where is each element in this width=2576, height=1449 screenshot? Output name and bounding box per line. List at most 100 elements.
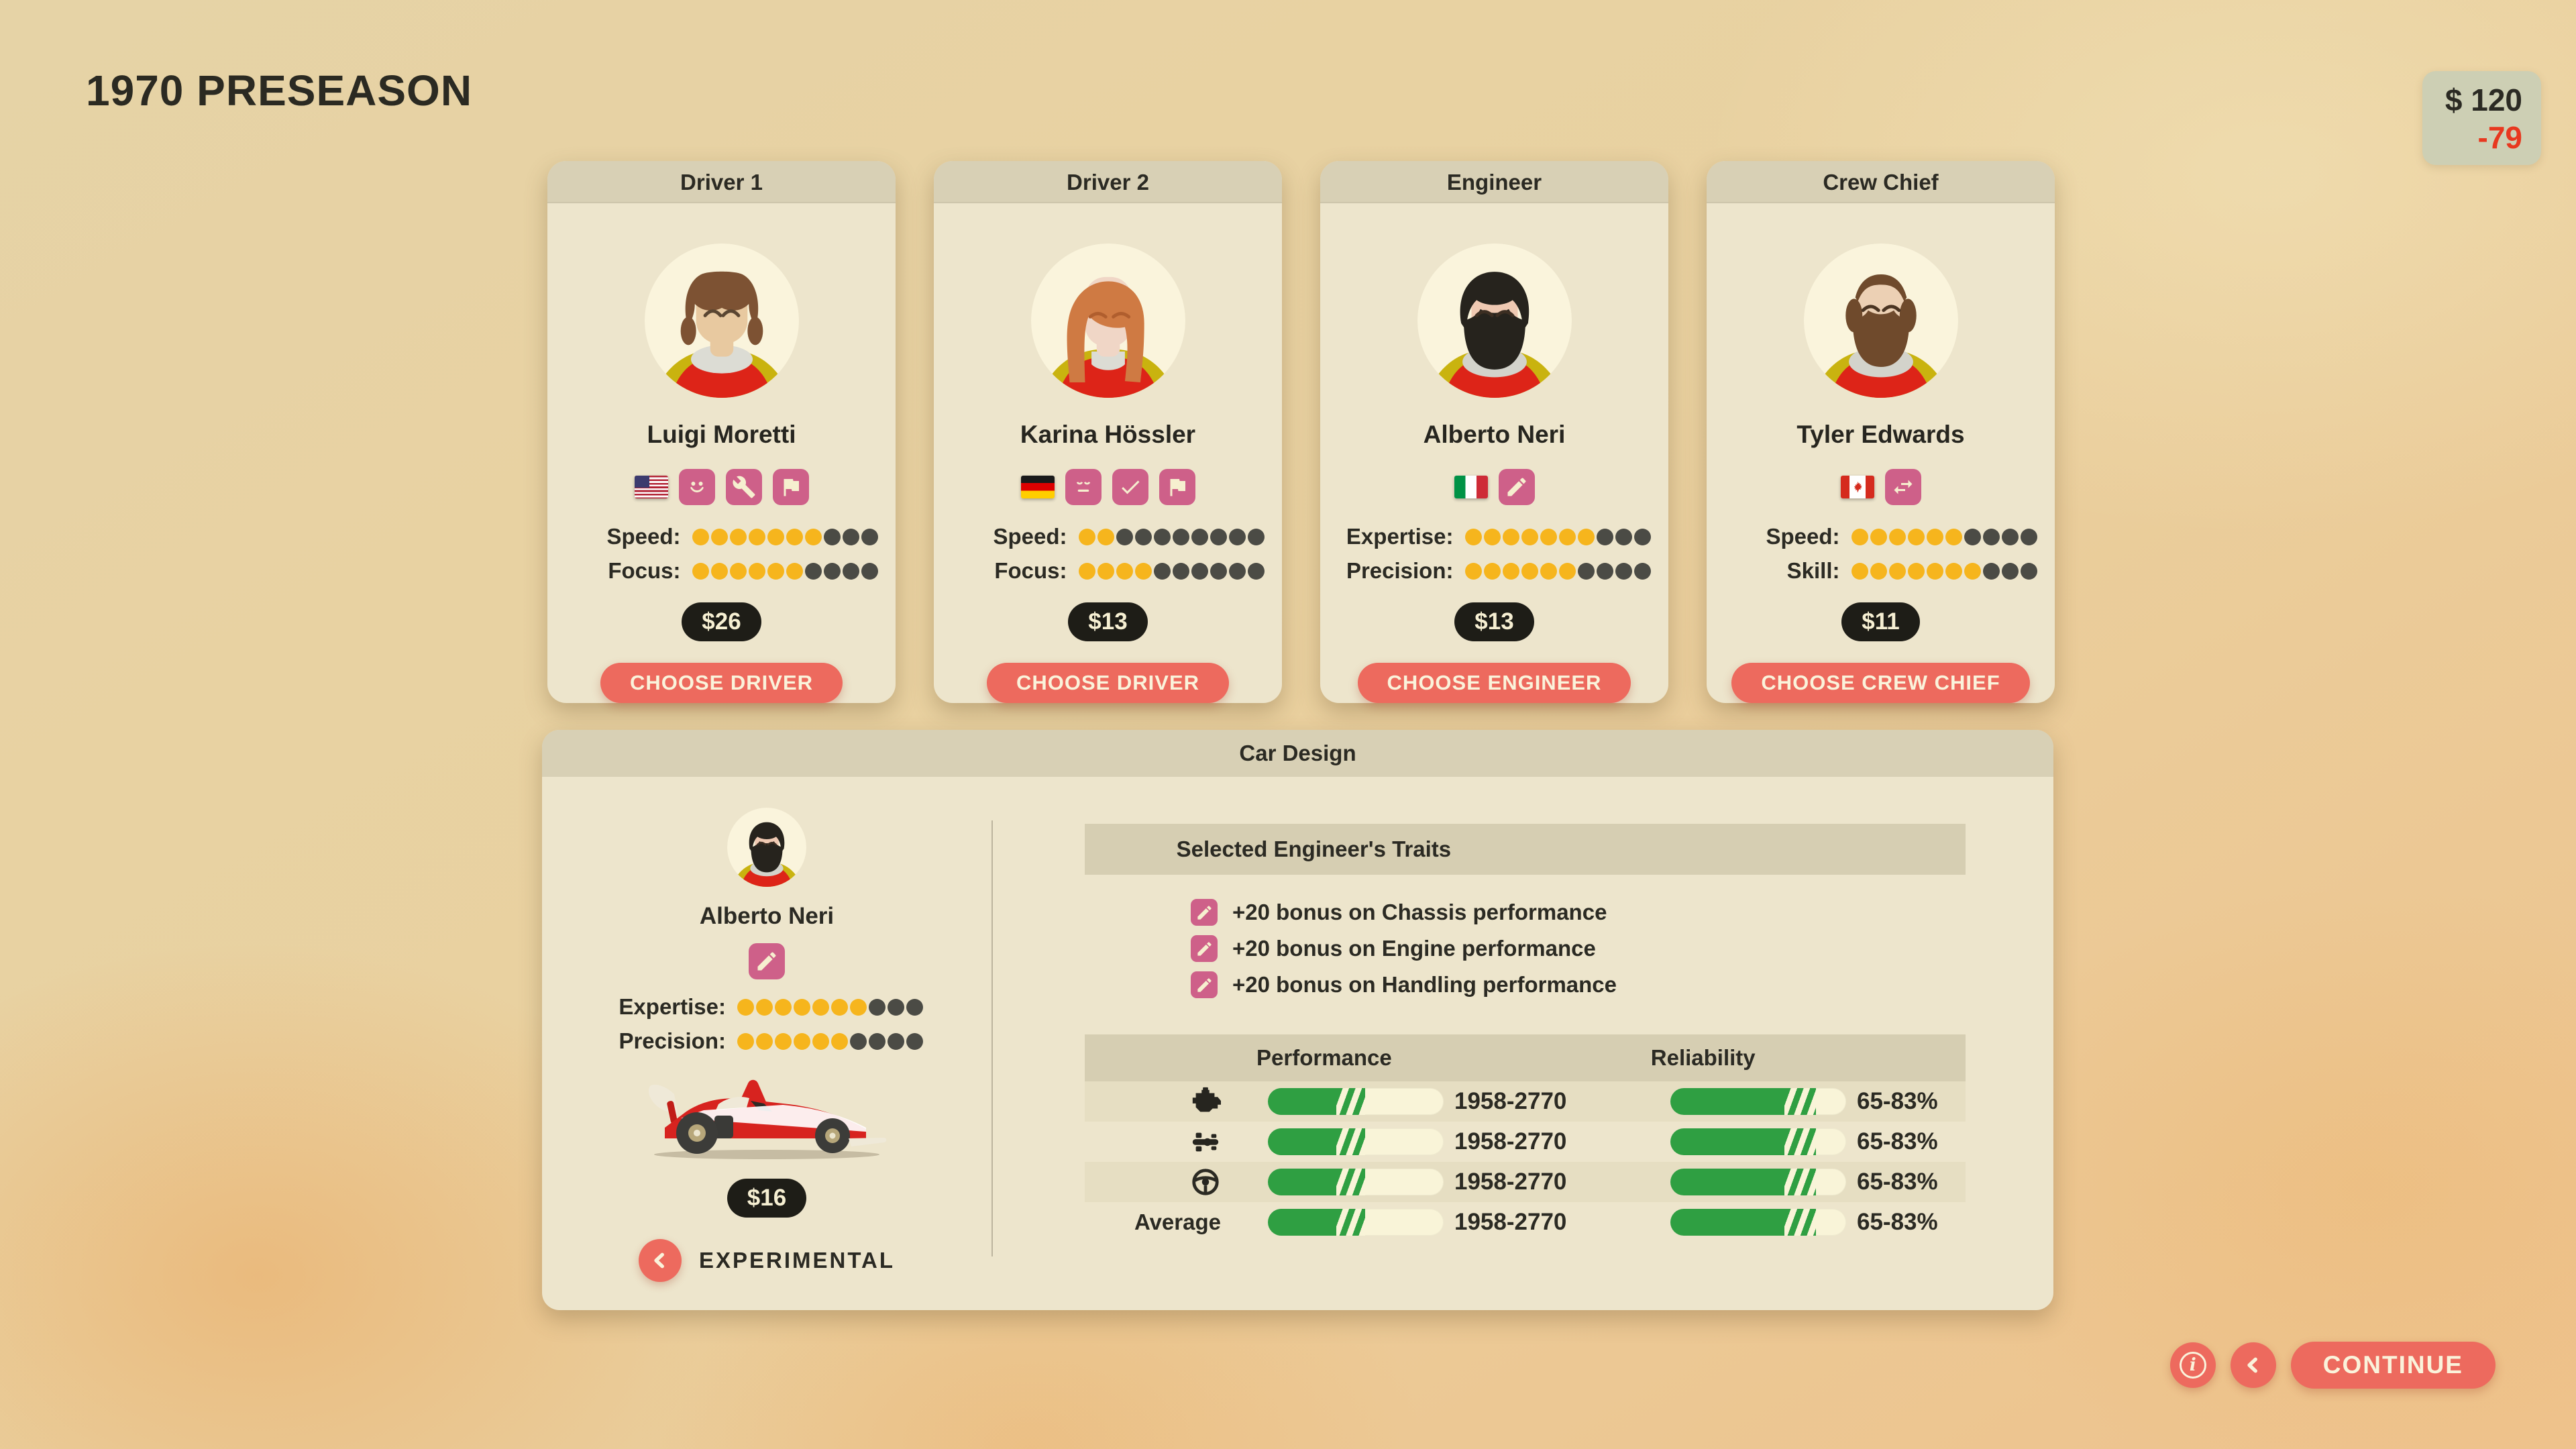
stat-dots xyxy=(1849,528,2037,545)
stat-dot-empty xyxy=(1191,528,1208,545)
previous-chassis-button[interactable] xyxy=(638,1239,682,1282)
stat-row: Precision: xyxy=(610,1028,923,1054)
stat-dot-filled xyxy=(1078,562,1095,580)
table-row-chassis: 1958-2770 65-83% xyxy=(1085,1122,1966,1162)
check-icon xyxy=(1112,469,1148,506)
choose-driver-2-button[interactable]: CHOOSE DRIVER xyxy=(986,663,1230,703)
performance-range: 1958-2770 xyxy=(1454,1128,1567,1155)
stat-dot-empty xyxy=(804,562,822,580)
reliability-range: 65-83% xyxy=(1857,1209,1938,1235)
stat-dot-filled xyxy=(756,998,773,1016)
reliability-range: 65-83% xyxy=(1857,1128,1938,1155)
stat-dot-filled xyxy=(1888,528,1906,545)
stat-dot-filled xyxy=(692,562,709,580)
stat-dot-filled xyxy=(1907,562,1925,580)
stat-dot-filled xyxy=(1521,528,1538,545)
stat-dot-filled xyxy=(812,998,829,1016)
stats-table-header: Performance Reliability xyxy=(1085,1034,1966,1081)
stat-dot-empty xyxy=(842,562,859,580)
stat-row: Focus: xyxy=(566,558,878,584)
reliability-header: Reliability xyxy=(1650,1045,1756,1070)
stat-dot-filled xyxy=(1558,562,1576,580)
stat-dot-filled xyxy=(1888,562,1906,580)
info-icon: i xyxy=(2179,1352,2206,1379)
stat-dot-empty xyxy=(842,528,859,545)
stat-dot-filled xyxy=(1464,562,1482,580)
stat-dot-empty xyxy=(1210,528,1227,545)
stat-dot-filled xyxy=(812,1032,829,1050)
performance-range: 1958-2770 xyxy=(1454,1088,1567,1114)
choose-driver-1-button[interactable]: CHOOSE DRIVER xyxy=(600,663,843,703)
stat-dot-empty xyxy=(1172,562,1189,580)
info-button[interactable]: i xyxy=(2169,1342,2216,1388)
stat-dot-empty xyxy=(1982,562,2000,580)
steering-wheel-icon xyxy=(1190,1167,1221,1197)
continue-button[interactable]: CONTINUE xyxy=(2290,1342,2496,1389)
stat-label: Skill: xyxy=(1786,558,1840,584)
table-row-engine: 1958-2770 65-83% xyxy=(1085,1081,1966,1122)
back-button[interactable] xyxy=(2230,1342,2276,1388)
choose-crew-chief-button[interactable]: CHOOSE CREW CHIEF xyxy=(1731,663,2030,703)
performance-bar xyxy=(1268,1209,1444,1236)
stat-dots xyxy=(1849,562,2037,580)
stat-dots xyxy=(1077,528,1265,545)
stat-dot-filled xyxy=(1097,562,1114,580)
reliability-bar xyxy=(1670,1128,1846,1155)
trait-text: +20 bonus on Engine performance xyxy=(1232,936,1596,961)
reliability-range: 65-83% xyxy=(1857,1169,1938,1195)
stat-dot-empty xyxy=(1596,562,1613,580)
car-design-panel: Car Design Alberto Neri Expertise: Preci… xyxy=(542,730,2053,1310)
stat-dot-empty xyxy=(888,998,904,1016)
italy-flag-icon xyxy=(1454,476,1488,499)
price-badge: $26 xyxy=(682,602,761,642)
table-row-average: Average 1958-2770 65-83% xyxy=(1085,1202,1966,1242)
pencil-icon xyxy=(1191,935,1218,962)
stat-dot-empty xyxy=(823,528,841,545)
stat-dot-filled xyxy=(756,1032,773,1050)
trait-text: +20 bonus on Chassis performance xyxy=(1232,900,1607,924)
stat-row: Speed: xyxy=(566,524,878,549)
sleepy-icon xyxy=(1065,469,1102,506)
stat-dot-filled xyxy=(767,562,784,580)
stat-dot-empty xyxy=(888,1032,904,1050)
canada-flag-icon xyxy=(1840,476,1874,499)
table-row-handling: 1958-2770 65-83% xyxy=(1085,1162,1966,1202)
selected-engineer-name: Alberto Neri xyxy=(699,903,835,929)
trait-line: +20 bonus on Chassis performance xyxy=(1191,899,1966,926)
stat-dot-empty xyxy=(861,562,878,580)
stat-label: Speed: xyxy=(606,524,681,549)
flag-icon xyxy=(772,469,809,506)
performance-header: Performance xyxy=(1256,1045,1392,1070)
stat-label: Focus: xyxy=(994,558,1067,584)
stat-dot-empty xyxy=(1577,562,1595,580)
stat-dot-filled xyxy=(692,528,709,545)
choose-engineer-button[interactable]: CHOOSE ENGINEER xyxy=(1357,663,1631,703)
stat-dot-empty xyxy=(1633,528,1651,545)
person-name: Alberto Neri xyxy=(1423,421,1566,449)
panel-divider xyxy=(991,820,993,1256)
stat-label: Speed: xyxy=(993,524,1067,549)
avatar xyxy=(645,244,799,398)
avatar xyxy=(1804,244,1958,398)
stat-dot-filled xyxy=(1577,528,1595,545)
trait-line: +20 bonus on Handling performance xyxy=(1191,971,1966,998)
stat-dot-empty xyxy=(1228,562,1246,580)
stat-dot-empty xyxy=(1172,528,1189,545)
selected-engineer-avatar xyxy=(727,808,806,887)
stat-dot-empty xyxy=(1210,562,1227,580)
stat-dot-filled xyxy=(850,998,867,1016)
stat-row: Speed: xyxy=(1725,524,2037,549)
stat-dots xyxy=(1077,562,1265,580)
performance-range: 1958-2770 xyxy=(1454,1209,1567,1235)
stat-dot-filled xyxy=(1870,562,1887,580)
stat-dot-filled xyxy=(804,528,822,545)
stat-dot-filled xyxy=(767,528,784,545)
stat-dot-empty xyxy=(1615,562,1632,580)
card-engineer: Engineer Alberto Neri Expertise: Precisi… xyxy=(1320,161,1668,703)
stat-dot-filled xyxy=(1502,562,1519,580)
person-name: Tyler Edwards xyxy=(1796,421,1965,449)
stat-dot-filled xyxy=(737,1032,754,1050)
stat-dot-empty xyxy=(1191,562,1208,580)
flag-icon xyxy=(1159,469,1195,506)
stat-dot-empty xyxy=(869,1032,885,1050)
